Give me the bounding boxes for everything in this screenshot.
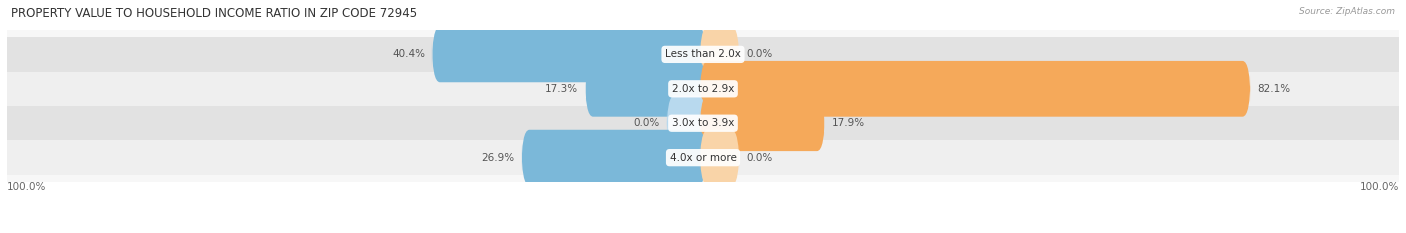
Bar <box>7 106 1399 140</box>
Text: Source: ZipAtlas.com: Source: ZipAtlas.com <box>1299 7 1395 16</box>
Text: 100.0%: 100.0% <box>7 182 46 192</box>
Bar <box>7 37 1399 72</box>
Text: 26.9%: 26.9% <box>482 153 515 163</box>
FancyBboxPatch shape <box>700 95 825 151</box>
Bar <box>7 140 1399 175</box>
Text: 17.3%: 17.3% <box>546 84 578 94</box>
Text: 3.0x to 3.9x: 3.0x to 3.9x <box>672 118 734 128</box>
Text: 0.0%: 0.0% <box>634 118 659 128</box>
FancyBboxPatch shape <box>522 130 706 185</box>
Text: Less than 2.0x: Less than 2.0x <box>665 49 741 59</box>
Text: PROPERTY VALUE TO HOUSEHOLD INCOME RATIO IN ZIP CODE 72945: PROPERTY VALUE TO HOUSEHOLD INCOME RATIO… <box>11 7 418 20</box>
Text: 17.9%: 17.9% <box>831 118 865 128</box>
Text: 4.0x or more: 4.0x or more <box>669 153 737 163</box>
Text: 0.0%: 0.0% <box>747 49 772 59</box>
FancyBboxPatch shape <box>700 61 1250 117</box>
Text: 2.0x to 2.9x: 2.0x to 2.9x <box>672 84 734 94</box>
Bar <box>7 72 1399 106</box>
FancyBboxPatch shape <box>585 61 706 117</box>
FancyBboxPatch shape <box>666 95 706 151</box>
FancyBboxPatch shape <box>700 27 740 82</box>
FancyBboxPatch shape <box>432 27 706 82</box>
Text: 82.1%: 82.1% <box>1257 84 1291 94</box>
FancyBboxPatch shape <box>700 130 740 185</box>
Text: 40.4%: 40.4% <box>392 49 425 59</box>
Text: 100.0%: 100.0% <box>1360 182 1399 192</box>
Text: 0.0%: 0.0% <box>747 153 772 163</box>
